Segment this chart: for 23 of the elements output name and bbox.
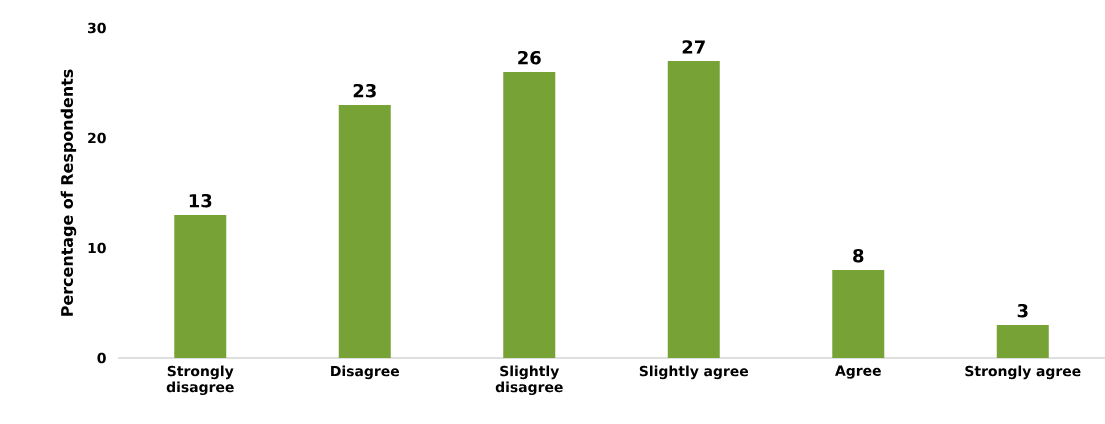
- bar: [338, 105, 391, 358]
- x-tick-label: Agree: [835, 365, 881, 379]
- y-tick-label: 0: [97, 352, 106, 364]
- y-tick-label: 20: [88, 132, 106, 144]
- x-tick-label: Strongly agree: [965, 365, 1081, 380]
- bar: [996, 325, 1049, 358]
- data-label: 3: [1017, 303, 1028, 318]
- data-label: 8: [853, 248, 864, 263]
- bar: [667, 61, 720, 358]
- bar: [832, 270, 885, 358]
- x-tick-label: Disagree: [331, 365, 399, 380]
- data-label: 26: [518, 50, 541, 65]
- y-tick-label: 30: [88, 22, 106, 34]
- data-label: 23: [353, 83, 376, 98]
- bar: [503, 72, 556, 358]
- bar: [174, 215, 227, 358]
- x-tick-label: Slightly agree: [639, 365, 749, 380]
- data-label: 13: [189, 193, 212, 208]
- y-tick-label: 10: [88, 242, 106, 254]
- data-label: 27: [682, 40, 705, 54]
- x-tick-label: Strongly disagree: [166, 365, 234, 396]
- x-tick-label: Slightly disagree: [495, 365, 563, 396]
- y-axis-title: Percentage of Respondents: [60, 69, 77, 316]
